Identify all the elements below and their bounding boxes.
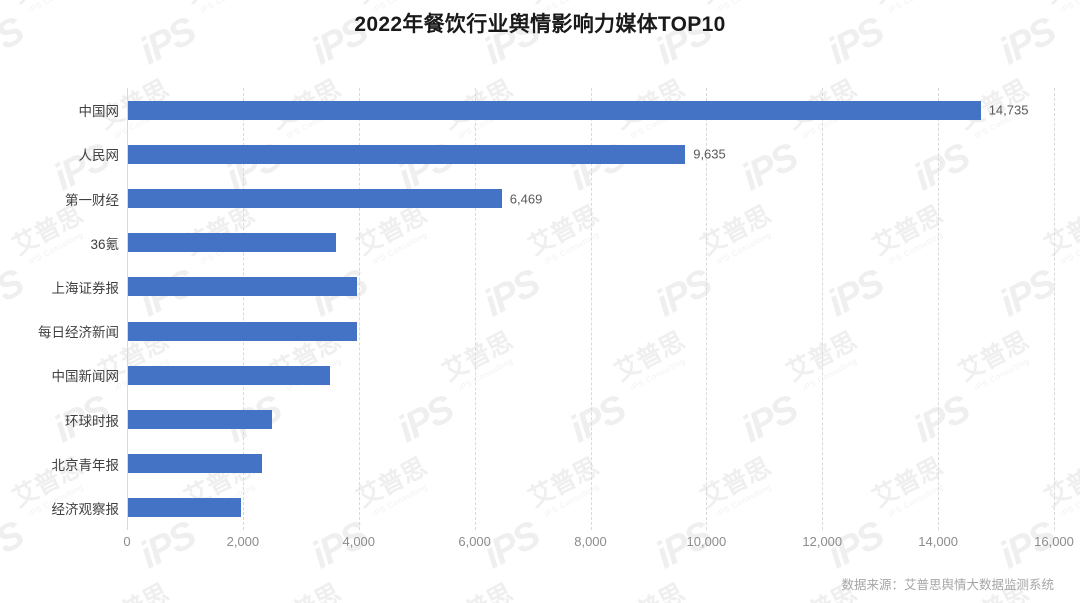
gridline	[242, 88, 244, 530]
x-axis-tick-label: 6,000	[458, 534, 491, 549]
source-note: 数据来源：艾普思舆情大数据监测系统	[841, 578, 1054, 592]
category-label: 36氪	[90, 236, 119, 252]
bar[interactable]	[127, 189, 502, 208]
bar[interactable]	[127, 144, 686, 164]
x-axis-tick-label: 16,000	[1034, 534, 1074, 549]
x-axis-tick-label: 8,000	[574, 534, 607, 549]
bar-row[interactable]	[127, 410, 1054, 429]
x-axis-tick-label: 14,000	[918, 534, 959, 549]
category-label: 中国网	[78, 104, 120, 120]
category-label: 第一财经	[65, 192, 119, 208]
bar[interactable]	[127, 454, 262, 474]
x-axis-tick-label: 4,000	[342, 534, 376, 549]
gridline	[358, 88, 360, 530]
category-label: 上海证券报	[51, 280, 120, 296]
gridline	[938, 88, 940, 530]
gridline	[474, 88, 476, 530]
bar[interactable]	[127, 277, 357, 297]
chart-title: 2022年餐饮行业舆情影响力媒体TOP10	[354, 13, 726, 36]
category-label: 北京青年报	[51, 457, 120, 473]
bar-value-label: 6,469	[509, 191, 543, 206]
x-axis-tick-label: 12,000	[802, 534, 843, 549]
bar-row[interactable]	[127, 454, 1054, 474]
bar-series: 14,735 9,635 6,469	[127, 88, 1054, 530]
gridline	[590, 88, 592, 530]
value-axis-line	[127, 88, 128, 530]
bar[interactable]	[127, 410, 273, 429]
value-axis: 0 2,000 4,000 6,000 8,000 10,000 12,000 14,000 1…	[0, 534, 1080, 558]
category-label: 环球时报	[65, 413, 119, 429]
bar[interactable]	[127, 100, 981, 120]
x-axis-tick-label: 2,000	[226, 534, 260, 549]
category-label: 每日经济新闻	[38, 325, 119, 341]
bar-row[interactable]	[127, 233, 1054, 253]
bar-row[interactable]	[127, 365, 1054, 385]
category-label: 中国新闻网	[51, 369, 120, 385]
bar[interactable]	[127, 365, 331, 385]
bar[interactable]	[127, 233, 336, 253]
bar-value-label: 14,735	[988, 102, 1029, 118]
gridline	[1054, 88, 1055, 530]
gridlines	[127, 88, 1055, 530]
bar[interactable]	[127, 321, 357, 341]
bar-row[interactable]: 14,735	[127, 100, 1054, 120]
category-label: 经济观察报	[51, 501, 120, 517]
x-axis-tick-label: 0	[123, 534, 131, 549]
gridline	[822, 88, 824, 530]
bar-row[interactable]: 9,635	[127, 144, 1054, 164]
bar-row[interactable]: 6,469	[127, 189, 1054, 208]
gridline	[706, 88, 708, 530]
plot-area: 14,735 9,635 6,469	[127, 88, 1055, 530]
bar-row[interactable]	[127, 277, 1054, 297]
category-label: 人民网	[78, 148, 120, 164]
bar-value-label: 9,635	[693, 146, 726, 162]
bar-row[interactable]	[127, 498, 1054, 518]
x-axis-tick-label: 10,000	[686, 534, 727, 549]
bar[interactable]	[127, 498, 242, 518]
bar-row[interactable]	[127, 321, 1054, 341]
category-axis: 中国网人民网第一财经 36氪上海证券报每日经济新闻中国新闻网环球时报北京青年报经济…	[0, 88, 119, 530]
